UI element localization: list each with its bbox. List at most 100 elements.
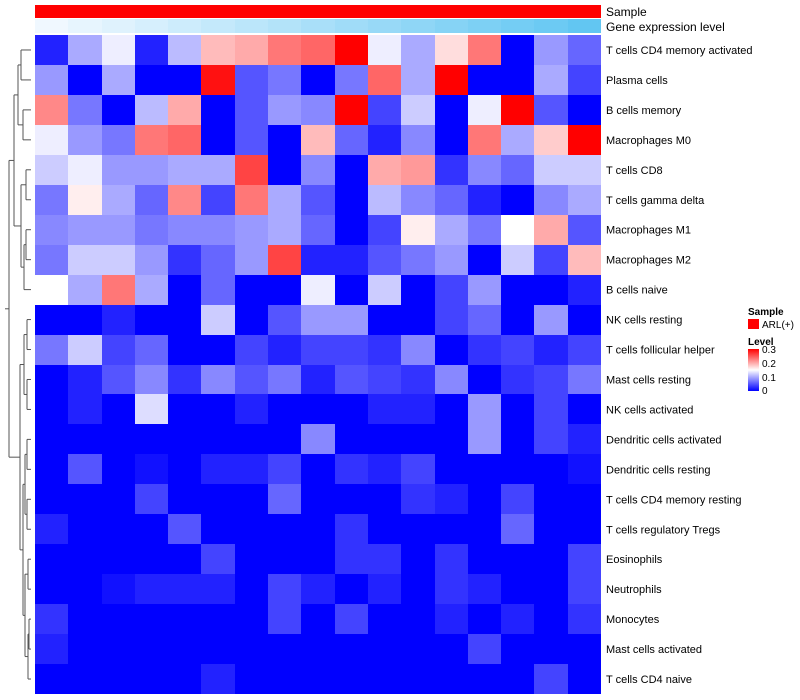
heatmap-cell: [368, 185, 401, 215]
heatmap-cell: [201, 514, 235, 544]
annotation-expression-cell: [568, 19, 601, 33]
annotation-sample-cell: [468, 5, 501, 18]
heatmap-cell: [368, 275, 401, 305]
heatmap-cell: [102, 245, 135, 275]
heatmap-cell: [335, 544, 368, 574]
heatmap-cell: [335, 365, 368, 394]
heatmap-cell: [335, 215, 368, 245]
heatmap-cell: [35, 394, 68, 424]
heatmap-cell: [235, 365, 268, 394]
row-dendrogram: [5, 49, 31, 680]
column-annotations: [35, 5, 601, 33]
heatmap-cell: [435, 125, 468, 155]
heatmap-cell: [534, 215, 568, 245]
heatmap-cell: [168, 335, 201, 365]
heatmap-cell: [135, 484, 168, 514]
heatmap-cell: [68, 664, 102, 694]
heatmap-cell: [468, 544, 501, 574]
heatmap-cell: [368, 544, 401, 574]
heatmap-cell: [401, 125, 435, 155]
heatmap-cell: [335, 125, 368, 155]
heatmap-cell: [102, 484, 135, 514]
heatmap-cell: [235, 275, 268, 305]
heatmap-cell: [135, 394, 168, 424]
heatmap-cell: [102, 305, 135, 335]
heatmap-cell: [401, 215, 435, 245]
heatmap-cell: [468, 574, 501, 604]
heatmap-cell: [401, 275, 435, 305]
heatmap-cell: [301, 335, 335, 365]
heatmap-cell: [268, 155, 301, 185]
legend-level-colorbar: [748, 349, 759, 391]
annotation-sample-cell: [201, 5, 235, 18]
heatmap-cell: [102, 155, 135, 185]
row-label: Macrophages M1: [606, 225, 691, 237]
heatmap-cell: [335, 604, 368, 634]
heatmap-cell: [335, 35, 368, 65]
heatmap-cell: [301, 394, 335, 424]
heatmap-cell: [135, 365, 168, 394]
heatmap-cell: [435, 394, 468, 424]
heatmap-cell: [201, 275, 235, 305]
annotation-expression-cell: [235, 19, 268, 33]
heatmap-cell: [435, 454, 468, 484]
heatmap-cell: [35, 275, 68, 305]
annotation-sample-cell: [401, 5, 435, 18]
heatmap-cell: [401, 335, 435, 365]
heatmap-cell: [301, 544, 335, 574]
row-label: T cells CD4 naive: [606, 674, 692, 686]
heatmap-cell: [201, 424, 235, 454]
heatmap-cell: [135, 275, 168, 305]
annotation-expression-cell: [468, 19, 501, 33]
heatmap-cell: [501, 574, 534, 604]
annotation-expression-cell: [335, 19, 368, 33]
row-label: NK cells resting: [606, 315, 682, 327]
heatmap-cell: [401, 514, 435, 544]
heatmap-cell: [501, 454, 534, 484]
heatmap-cell: [401, 185, 435, 215]
heatmap-cell: [68, 335, 102, 365]
heatmap-cell: [501, 424, 534, 454]
heatmap-cell: [435, 424, 468, 454]
heatmap-cell: [168, 35, 201, 65]
heatmap-cell: [301, 634, 335, 664]
heatmap-cell: [568, 664, 601, 694]
heatmap-cell: [235, 245, 268, 275]
heatmap-cell: [68, 484, 102, 514]
heatmap-cell: [435, 365, 468, 394]
heatmap-cell: [501, 95, 534, 125]
heatmap-cell: [435, 305, 468, 335]
annotation-sample-cell: [135, 5, 168, 18]
heatmap-cell: [401, 574, 435, 604]
heatmap-cell: [35, 574, 68, 604]
heatmap-cell: [235, 125, 268, 155]
heatmap-cell: [135, 514, 168, 544]
heatmap-cell: [35, 634, 68, 664]
heatmap-cell: [301, 35, 335, 65]
heatmap-cell: [501, 185, 534, 215]
heatmap-cell: [201, 245, 235, 275]
heatmap-cell: [168, 365, 201, 394]
heatmap-cell: [235, 215, 268, 245]
heatmap-cell: [335, 65, 368, 95]
heatmap-cell: [201, 604, 235, 634]
annotation-expression-cell: [301, 19, 335, 33]
heatmap-cell: [568, 514, 601, 544]
heatmap-cell: [268, 604, 301, 634]
heatmap-cell: [368, 335, 401, 365]
heatmap-cell: [501, 245, 534, 275]
heatmap-cell: [435, 95, 468, 125]
heatmap-cell: [435, 574, 468, 604]
heatmap-cell: [568, 35, 601, 65]
annotation-sample-cell: [268, 5, 301, 18]
heatmap-cell: [534, 365, 568, 394]
heatmap-cell: [35, 424, 68, 454]
heatmap-cell: [268, 305, 301, 335]
heatmap-cell: [201, 215, 235, 245]
heatmap-cell: [102, 275, 135, 305]
heatmap-cell: [568, 365, 601, 394]
heatmap-cell: [501, 335, 534, 365]
row-label: T cells CD4 memory resting: [606, 494, 742, 506]
heatmap-cell: [268, 365, 301, 394]
heatmap-cell: [102, 125, 135, 155]
